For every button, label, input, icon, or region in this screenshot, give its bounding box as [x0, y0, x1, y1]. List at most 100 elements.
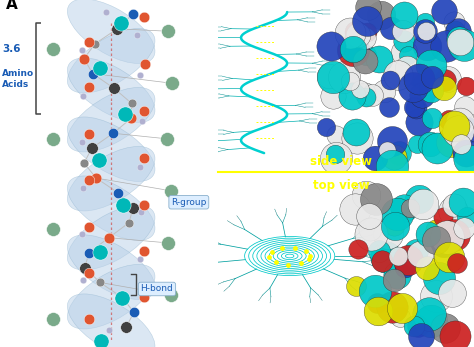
Point [391, 154, 398, 160]
Point [129, 205, 137, 211]
Point [375, 248, 383, 254]
Point [455, 37, 462, 42]
Point [460, 43, 468, 48]
Point [272, 260, 279, 265]
Point [464, 214, 471, 220]
Point [456, 40, 464, 45]
Text: Amino
Acids: Amino Acids [2, 69, 34, 89]
Point [110, 86, 118, 91]
Text: B: B [224, 0, 236, 11]
Text: side view: side view [310, 155, 372, 168]
Point [331, 152, 339, 157]
Point [284, 262, 292, 268]
Point [427, 87, 435, 93]
Point [50, 316, 57, 322]
Point [140, 248, 148, 253]
Point [78, 139, 85, 145]
Point [306, 253, 314, 259]
Point [413, 141, 421, 146]
Point [426, 87, 433, 93]
Point [383, 254, 390, 260]
Ellipse shape [67, 0, 155, 64]
Point [363, 29, 371, 35]
Point [394, 72, 402, 78]
Ellipse shape [67, 28, 155, 93]
Point [371, 155, 379, 160]
Point [448, 290, 456, 296]
Point [97, 249, 104, 254]
Text: H-bond: H-bond [141, 285, 173, 294]
Point [447, 139, 455, 145]
Point [390, 278, 397, 283]
Point [137, 210, 145, 215]
Point [164, 240, 172, 246]
Point [463, 151, 470, 156]
Point [97, 338, 104, 344]
Point [355, 246, 362, 252]
Point [291, 245, 299, 250]
Point [50, 46, 57, 51]
Point [129, 11, 137, 17]
Point [96, 280, 104, 285]
Point [92, 175, 100, 181]
Point [122, 324, 130, 330]
Point [451, 333, 459, 339]
Point [81, 265, 89, 270]
Point [415, 76, 423, 82]
Point [401, 50, 408, 55]
Point [297, 261, 304, 266]
Point [400, 38, 407, 43]
Point [423, 265, 431, 271]
Point [419, 77, 427, 82]
Point [163, 136, 171, 142]
Point [102, 9, 109, 15]
Point [346, 78, 354, 83]
Point [455, 28, 462, 34]
Point [417, 333, 425, 339]
Point [361, 59, 369, 64]
Point [363, 193, 370, 198]
Point [410, 323, 418, 329]
Point [455, 128, 462, 134]
Point [412, 249, 420, 254]
Point [130, 310, 138, 315]
Point [362, 94, 369, 100]
Point [380, 88, 388, 94]
Point [352, 129, 359, 135]
Point [460, 225, 468, 231]
Point [450, 232, 457, 237]
Point [388, 304, 396, 310]
Point [349, 46, 357, 52]
Point [426, 142, 434, 147]
Point [428, 75, 436, 80]
Point [462, 83, 470, 88]
Point [416, 197, 423, 202]
Point [105, 235, 113, 240]
Point [386, 78, 394, 83]
Point [384, 231, 392, 237]
Point [442, 78, 449, 83]
Ellipse shape [67, 235, 155, 299]
Point [415, 74, 423, 79]
Point [451, 27, 459, 33]
Point [80, 160, 88, 166]
Point [454, 261, 461, 266]
Point [86, 316, 93, 322]
Ellipse shape [67, 117, 155, 181]
Point [86, 225, 93, 230]
Point [353, 29, 360, 35]
Point [412, 105, 420, 110]
Point [356, 86, 364, 92]
Point [140, 155, 148, 161]
Point [364, 4, 372, 10]
Point [97, 65, 104, 70]
Point [353, 135, 361, 141]
Point [419, 92, 426, 98]
Point [364, 18, 371, 24]
Point [118, 295, 126, 300]
Point [432, 228, 439, 233]
Point [400, 205, 408, 211]
Point [141, 61, 149, 67]
Point [391, 224, 398, 229]
Point [349, 47, 357, 52]
